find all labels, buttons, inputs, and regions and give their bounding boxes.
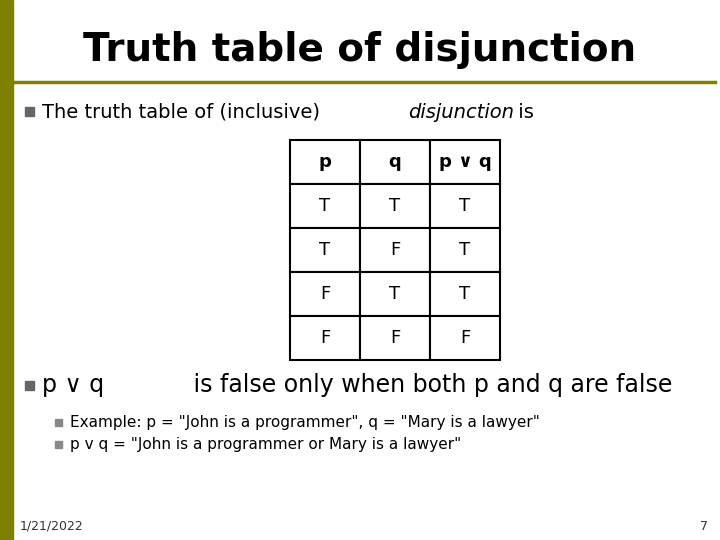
Bar	[360, 272, 430, 316]
Text: T: T	[459, 241, 471, 259]
Text: p v q = "John is a programmer or Mary is a lawyer": p v q = "John is a programmer or Mary is…	[70, 436, 462, 451]
Bar	[360, 184, 430, 228]
Bar	[430, 184, 500, 228]
Text: T: T	[390, 197, 400, 215]
Bar	[430, 316, 500, 360]
Bar	[290, 184, 360, 228]
Bar	[360, 228, 430, 272]
Text: q: q	[389, 153, 401, 171]
Bar	[290, 316, 360, 360]
Bar	[430, 272, 500, 316]
Text: disjunction: disjunction	[408, 103, 514, 122]
Text: 1/21/2022: 1/21/2022	[20, 519, 84, 532]
Text: F: F	[390, 241, 400, 259]
Bar	[0, 0, 13, 540]
Bar	[430, 140, 500, 184]
Text: T: T	[390, 285, 400, 303]
Text: T: T	[320, 197, 330, 215]
Bar	[25, 107, 34, 116]
Text: The truth table of (inclusive): The truth table of (inclusive)	[42, 103, 326, 122]
Bar	[55, 419, 62, 426]
Text: Truth table of disjunction: Truth table of disjunction	[84, 31, 636, 69]
Text: F: F	[320, 285, 330, 303]
Text: T: T	[459, 285, 471, 303]
Bar	[360, 140, 430, 184]
Text: p ∨ q: p ∨ q	[438, 153, 491, 171]
Bar	[290, 272, 360, 316]
Bar	[290, 140, 360, 184]
Bar	[290, 228, 360, 272]
Text: Example: p = "John is a programmer", q = "Mary is a lawyer": Example: p = "John is a programmer", q =…	[70, 415, 540, 429]
Text: is false only when both p and q are false: is false only when both p and q are fals…	[186, 373, 672, 397]
Text: 7: 7	[700, 519, 708, 532]
Text: F: F	[320, 329, 330, 347]
Bar	[25, 381, 34, 390]
Bar	[55, 441, 62, 448]
Text: p: p	[318, 153, 331, 171]
Text: p ∨ q: p ∨ q	[42, 373, 104, 397]
Bar	[360, 316, 430, 360]
Text: F: F	[460, 329, 470, 347]
Text: F: F	[390, 329, 400, 347]
Text: is: is	[512, 103, 534, 122]
Text: T: T	[459, 197, 471, 215]
Bar	[430, 228, 500, 272]
Text: T: T	[320, 241, 330, 259]
